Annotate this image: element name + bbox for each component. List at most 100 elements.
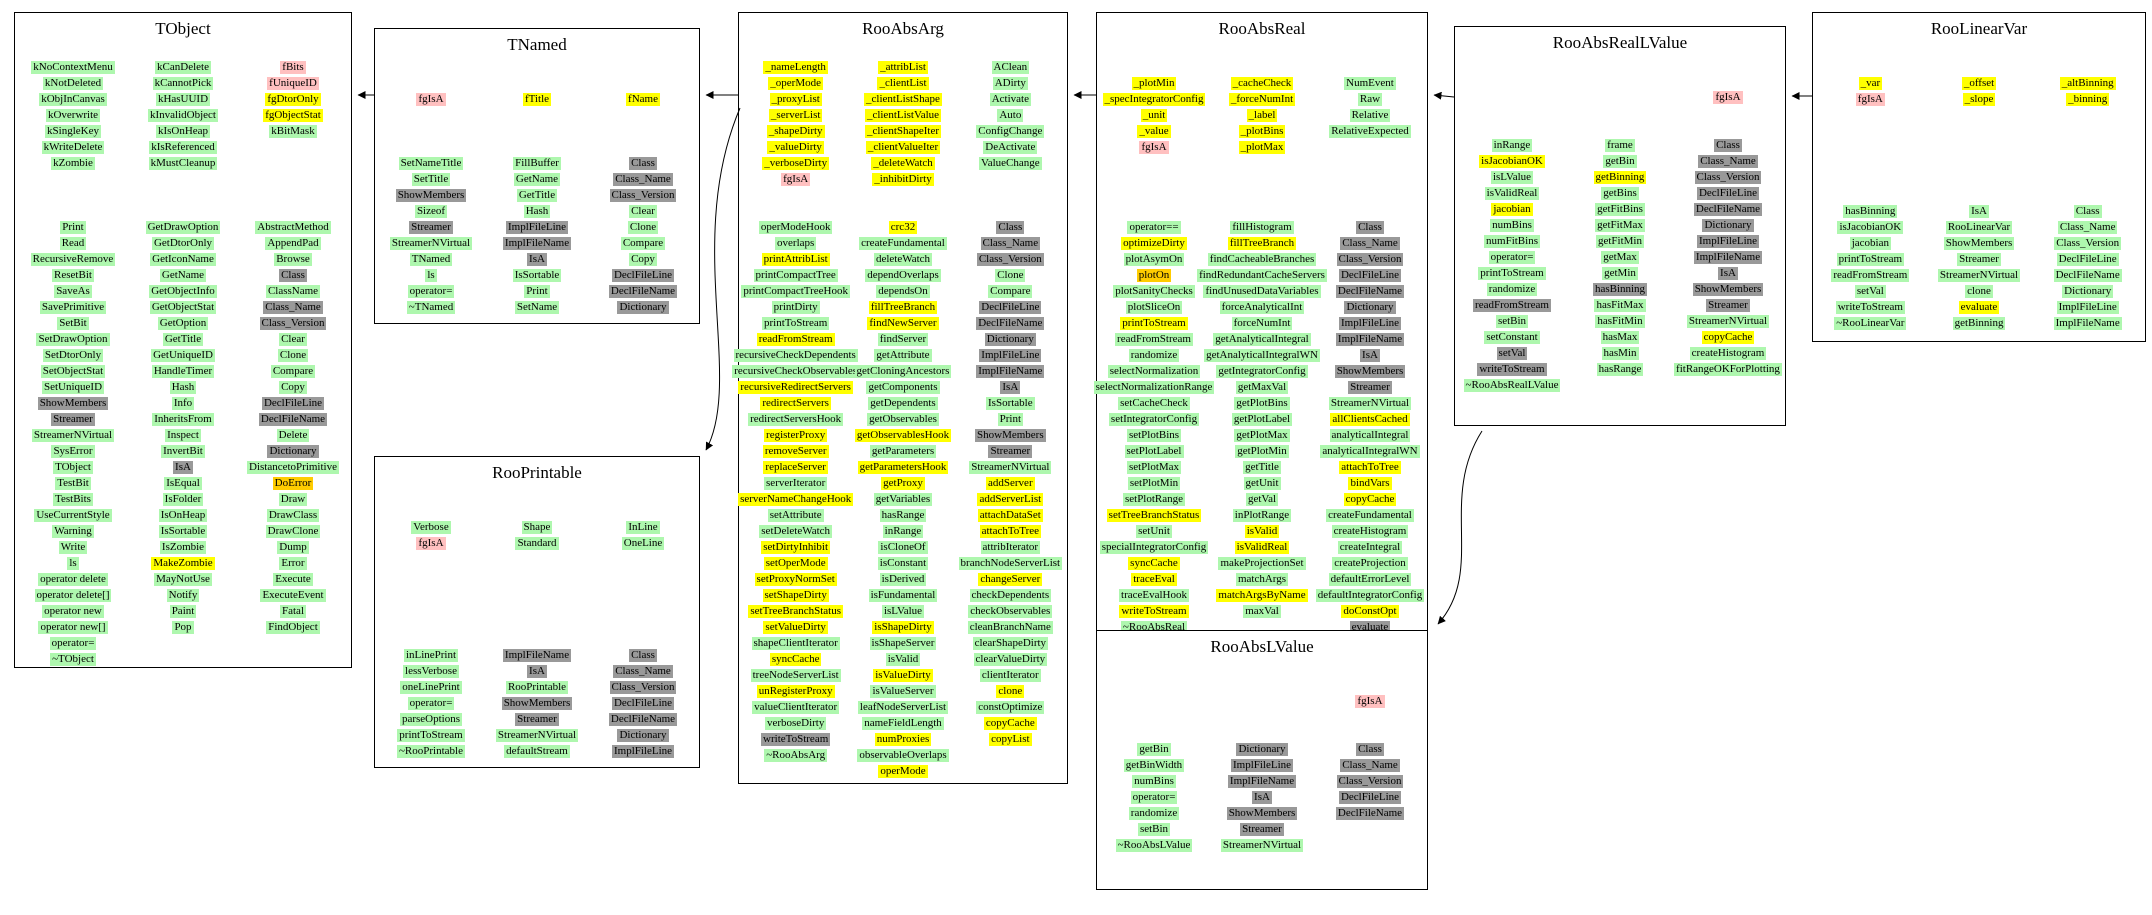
member-item[interactable]: Read: [59, 237, 87, 250]
member-item[interactable]: crc32: [888, 221, 918, 234]
member-item[interactable]: StreamerNVirtual: [1937, 269, 2021, 282]
member-item[interactable]: Class_Name: [980, 237, 1041, 250]
member-item[interactable]: hasBinning: [1592, 283, 1648, 296]
member-item[interactable]: IsA: [1252, 791, 1272, 804]
member-item[interactable]: _clientList: [877, 77, 929, 90]
member-item[interactable]: printCompactTree: [753, 269, 838, 282]
member-item[interactable]: Browse: [274, 253, 312, 266]
member-item[interactable]: StreamerNVirtual: [31, 429, 115, 442]
member-item[interactable]: GetObjectStat: [149, 301, 217, 314]
member-item[interactable]: DeclFileName: [608, 713, 678, 726]
member-item[interactable]: addServer: [986, 477, 1035, 490]
member-item[interactable]: Class_Version: [609, 681, 677, 694]
member-item[interactable]: Shape: [521, 521, 553, 534]
member-item[interactable]: ImplFileLine: [1338, 317, 1402, 330]
member-item[interactable]: Class_Version: [1694, 171, 1762, 184]
member-item[interactable]: inLinePrint: [403, 649, 459, 662]
member-item[interactable]: setBin: [1137, 823, 1171, 836]
member-item[interactable]: forceNumInt: [1231, 317, 1293, 330]
member-item[interactable]: Standard: [515, 537, 559, 550]
member-item[interactable]: getFitBins: [1595, 203, 1645, 216]
member-item[interactable]: maxVal: [1243, 605, 1281, 618]
member-item[interactable]: SetTitle: [411, 173, 451, 186]
member-item[interactable]: numFitBins: [1484, 235, 1540, 248]
member-item[interactable]: getVariables: [873, 493, 933, 506]
member-item[interactable]: NumEvent: [1344, 77, 1396, 90]
member-item[interactable]: IsA: [1360, 349, 1380, 362]
member-item[interactable]: setConstant: [1484, 331, 1540, 344]
member-item[interactable]: isLValue: [1490, 171, 1534, 184]
member-item[interactable]: _deleteWatch: [871, 157, 935, 170]
member-item[interactable]: operator delete: [38, 573, 108, 586]
member-item[interactable]: IsSortable: [158, 525, 208, 538]
member-item[interactable]: ImplFileLine: [505, 221, 569, 234]
member-item[interactable]: printToStream: [1478, 267, 1546, 280]
member-item[interactable]: selectNormalizationRange: [1093, 381, 1215, 394]
member-item[interactable]: Streamer: [1240, 823, 1284, 836]
member-item[interactable]: _value: [1137, 125, 1171, 138]
member-item[interactable]: getDependents: [868, 397, 938, 410]
member-item[interactable]: Error: [279, 557, 307, 570]
member-item[interactable]: randomize: [1128, 807, 1180, 820]
member-item[interactable]: Class_Name: [613, 173, 673, 186]
member-item[interactable]: inRange: [882, 525, 924, 538]
member-item[interactable]: TestBits: [53, 493, 93, 506]
class-title[interactable]: RooAbsArg: [862, 19, 944, 38]
member-item[interactable]: setShapeDirty: [762, 589, 829, 602]
member-item[interactable]: setTreeBranchStatus: [748, 605, 843, 618]
member-item[interactable]: findCacheableBranches: [1207, 253, 1317, 266]
member-item[interactable]: Class: [1714, 139, 1742, 152]
member-item[interactable]: ConfigChange: [976, 125, 1045, 138]
member-item[interactable]: isDerived: [879, 573, 927, 586]
member-item[interactable]: checkObservables: [968, 605, 1053, 618]
member-item[interactable]: operator=: [1130, 791, 1178, 804]
member-item[interactable]: findServer: [877, 333, 929, 346]
member-item[interactable]: kMustCleanup: [148, 157, 218, 170]
member-item[interactable]: hasFitMax: [1594, 299, 1646, 312]
member-item[interactable]: selectNormalization: [1107, 365, 1201, 378]
member-item[interactable]: printToStream: [397, 729, 465, 742]
member-item[interactable]: _var: [1858, 77, 1883, 90]
member-item[interactable]: ShowMembers: [1334, 365, 1406, 378]
member-item[interactable]: hasMin: [1601, 347, 1639, 360]
member-item[interactable]: getIntegratorConfig: [1216, 365, 1308, 378]
member-item[interactable]: Compare: [270, 365, 316, 378]
member-item[interactable]: _altBinning: [2059, 77, 2116, 90]
member-item[interactable]: operModeHook: [758, 221, 833, 234]
member-item[interactable]: createHistogram: [1331, 525, 1409, 538]
member-item[interactable]: nameFieldLength: [862, 717, 944, 730]
member-item[interactable]: isValid: [1244, 525, 1280, 538]
member-item[interactable]: Fatal: [280, 605, 306, 618]
member-item[interactable]: Class_Name: [1340, 759, 1400, 772]
member-item[interactable]: setCacheCheck: [1118, 397, 1190, 410]
member-item[interactable]: Class_Version: [609, 189, 677, 202]
class-title[interactable]: RooLinearVar: [1930, 19, 2028, 38]
member-item[interactable]: jacobian: [1491, 203, 1533, 216]
member-item[interactable]: kNotDeleted: [42, 77, 104, 90]
member-item[interactable]: ImplFileName: [1335, 333, 1405, 346]
member-item[interactable]: findNewServer: [867, 317, 939, 330]
member-item[interactable]: _clientListShape: [864, 93, 942, 106]
member-item[interactable]: Copy: [629, 253, 657, 266]
member-item[interactable]: branchNodeServerList: [958, 557, 1063, 570]
member-item[interactable]: doConstOpt: [1341, 605, 1399, 618]
member-item[interactable]: numProxies: [874, 733, 932, 746]
member-item[interactable]: hasMax: [1600, 331, 1640, 344]
member-item[interactable]: copyCache: [983, 717, 1037, 730]
member-item[interactable]: AppendPad: [265, 237, 321, 250]
member-item[interactable]: Class: [629, 649, 657, 662]
member-item[interactable]: getBinning: [1593, 171, 1647, 184]
member-item[interactable]: GetDtorOnly: [151, 237, 215, 250]
member-item[interactable]: Verbose: [411, 521, 451, 534]
member-item[interactable]: ShowMembers: [37, 397, 109, 410]
member-item[interactable]: printToStream: [1120, 317, 1188, 330]
member-item[interactable]: fillHistogram: [1230, 221, 1294, 234]
member-item[interactable]: getBinning: [1952, 317, 2006, 330]
member-item[interactable]: fgDtorOnly: [265, 93, 321, 106]
member-item[interactable]: overlaps: [775, 237, 817, 250]
member-item[interactable]: Warning: [52, 525, 94, 538]
member-item[interactable]: printToStream: [1836, 253, 1905, 266]
member-item[interactable]: randomize: [1486, 283, 1538, 296]
member-item[interactable]: fgIsA: [416, 93, 446, 106]
member-item[interactable]: setPlotMax: [1126, 461, 1182, 474]
